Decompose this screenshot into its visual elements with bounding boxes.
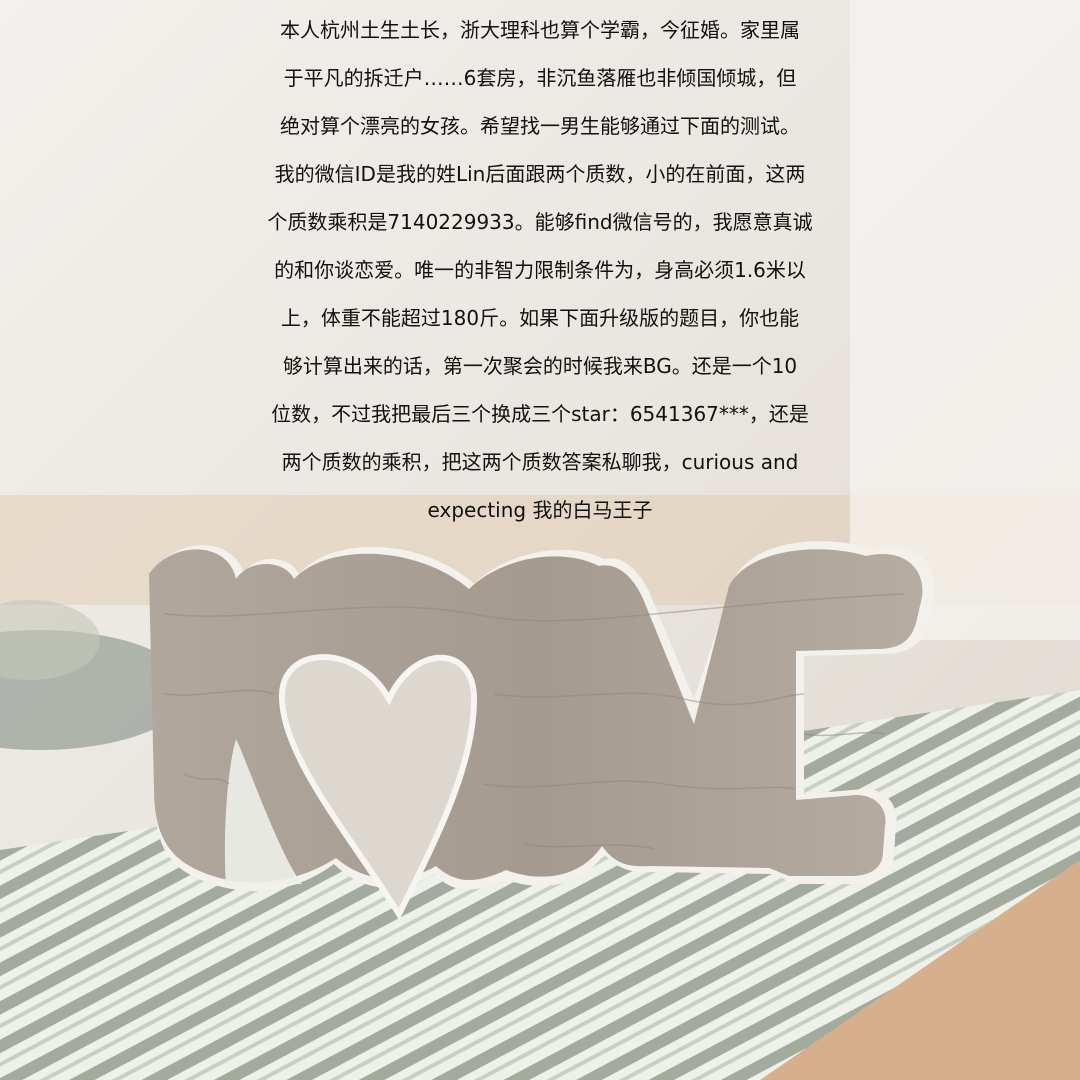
love-sign (149, 541, 935, 921)
caption-line-10: 两个质数的乘积，把这两个质数答案私聊我，curious and (281, 450, 799, 474)
caption-line-3: 绝对算个漂亮的女孩。希望找一男生能够通过下面的测试。 (280, 114, 800, 138)
heart-cutout (281, 657, 474, 914)
caption-line-1: 本人杭州土生土长，浙大理科也算个学霸，今征婚。家里属 (280, 18, 800, 42)
caption-line-11: expecting 我的白马王子 (427, 498, 653, 522)
caption-line-2: 于平凡的拆迁户……6套房，非沉鱼落雁也非倾国倾城，但 (283, 66, 797, 90)
letter-l-cutout (224, 739, 302, 886)
heart-cutout-edge (278, 654, 478, 921)
blurred-plant (0, 600, 100, 680)
blurred-window (850, 0, 1080, 640)
caption-line-5: 个质数乘积是7140229933。能够find微信号的，我愿意真诚 (267, 210, 813, 234)
wood-grain (163, 593, 905, 850)
caption-line-4: 我的微信ID是我的姓Lin后面跟两个质数，小的在前面，这两 (274, 162, 806, 186)
caption-line-8: 够计算出来的话，第一次聚会的时候我来BG。还是一个10 (282, 354, 798, 378)
caption-line-7: 上，体重不能超过180斤。如果下面升级版的题目，你也能 (280, 306, 800, 330)
caption-text: 本人杭州土生土长，浙大理科也算个学霸，今征婚。家里属 于平凡的拆迁户……6套房，… (0, 6, 1080, 534)
caption-line-9: 位数，不过我把最后三个换成三个star：6541367***，还是 (271, 402, 809, 426)
caption-line-6: 的和你谈恋爱。唯一的非智力限制条件为，身高必须1.6米以 (274, 258, 806, 282)
